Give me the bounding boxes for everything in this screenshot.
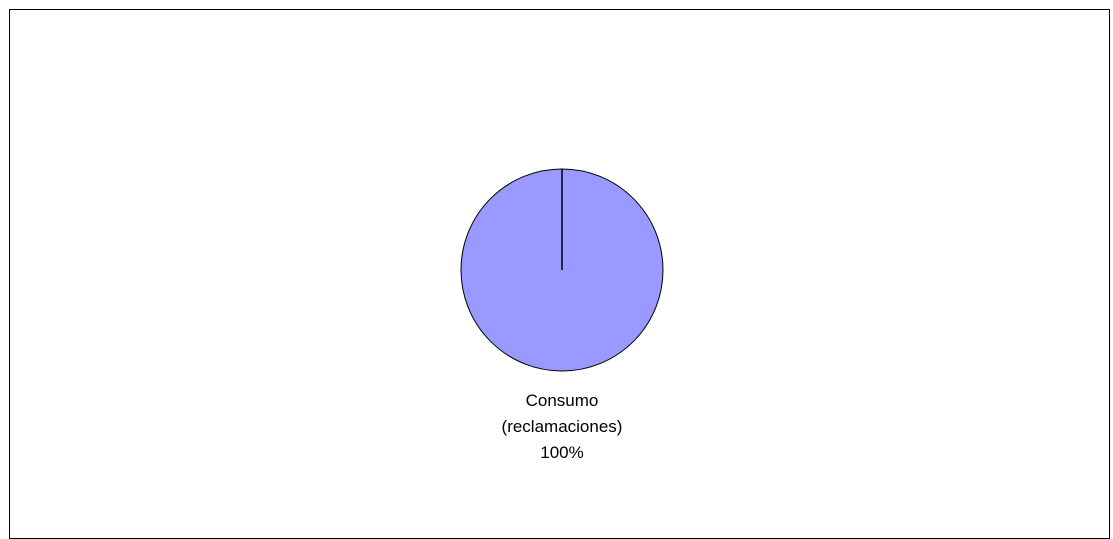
slice-label: Consumo (reclamaciones) 100% [462, 388, 662, 466]
slice-label-name-line2: (reclamaciones) [501, 417, 623, 436]
slice-label-name-line1: Consumo [525, 391, 599, 410]
slice-label-percent: 100% [540, 443, 584, 462]
pie-slices [460, 168, 664, 372]
